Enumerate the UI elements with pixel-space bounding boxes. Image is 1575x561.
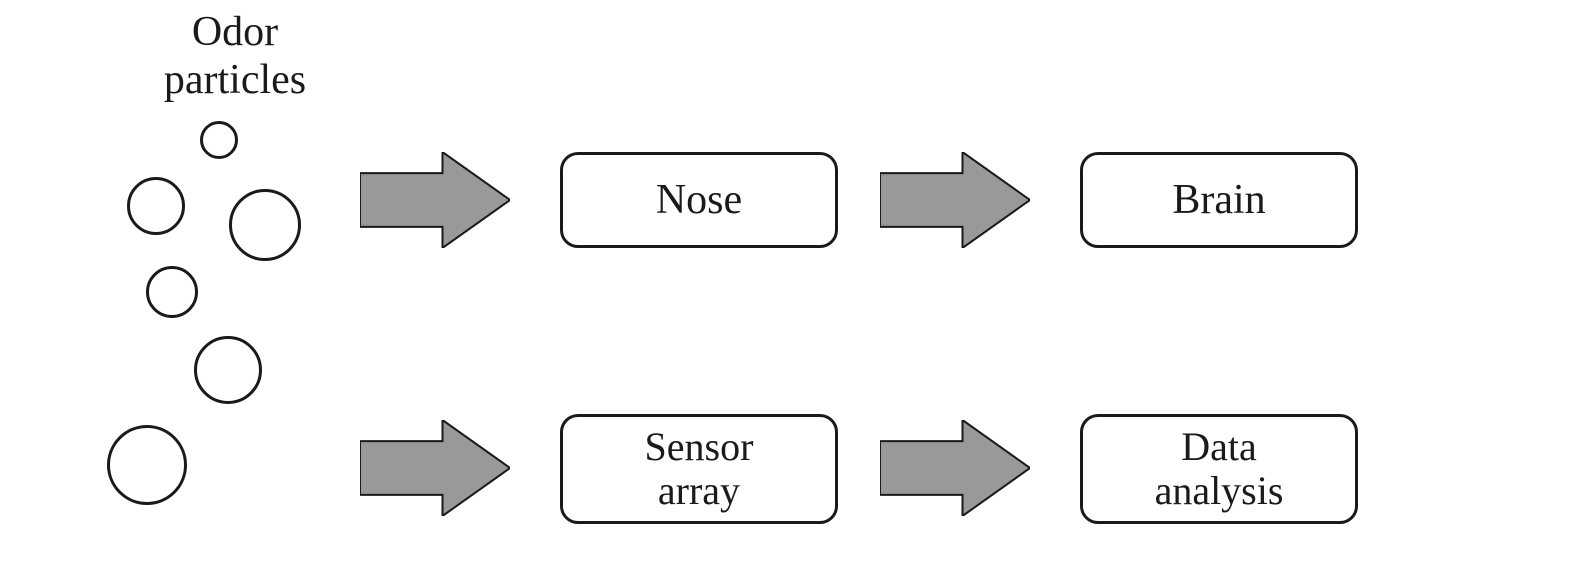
odor-particles-label: Odor particles (135, 8, 335, 105)
box-brain: Brain (1080, 152, 1358, 248)
odor-particle-circle (107, 425, 187, 505)
odor-particle-circle (200, 121, 238, 159)
box-sensor-array: Sensorarray (560, 414, 838, 524)
odor-particle-circle (146, 266, 198, 318)
arrow-right-icon (880, 420, 1030, 516)
arrow-right-icon (360, 420, 510, 516)
odor-label-line2: particles (164, 57, 306, 103)
box-sensor-label: Sensorarray (645, 425, 754, 513)
odor-particle-circle (194, 336, 262, 404)
box-nose: Nose (560, 152, 838, 248)
box-data-analysis: Dataanalysis (1080, 414, 1358, 524)
arrow-right-icon (360, 152, 510, 248)
box-brain-label: Brain (1172, 177, 1265, 223)
odor-particle-circle (127, 177, 185, 235)
olfaction-diagram: Odor particles Nose Brain Sensorarray Da… (0, 0, 1575, 561)
odor-particle-circle (229, 189, 301, 261)
box-nose-label: Nose (656, 177, 742, 223)
odor-label-line1: Odor (192, 9, 278, 55)
box-data-label: Dataanalysis (1155, 425, 1284, 513)
arrow-right-icon (880, 152, 1030, 248)
